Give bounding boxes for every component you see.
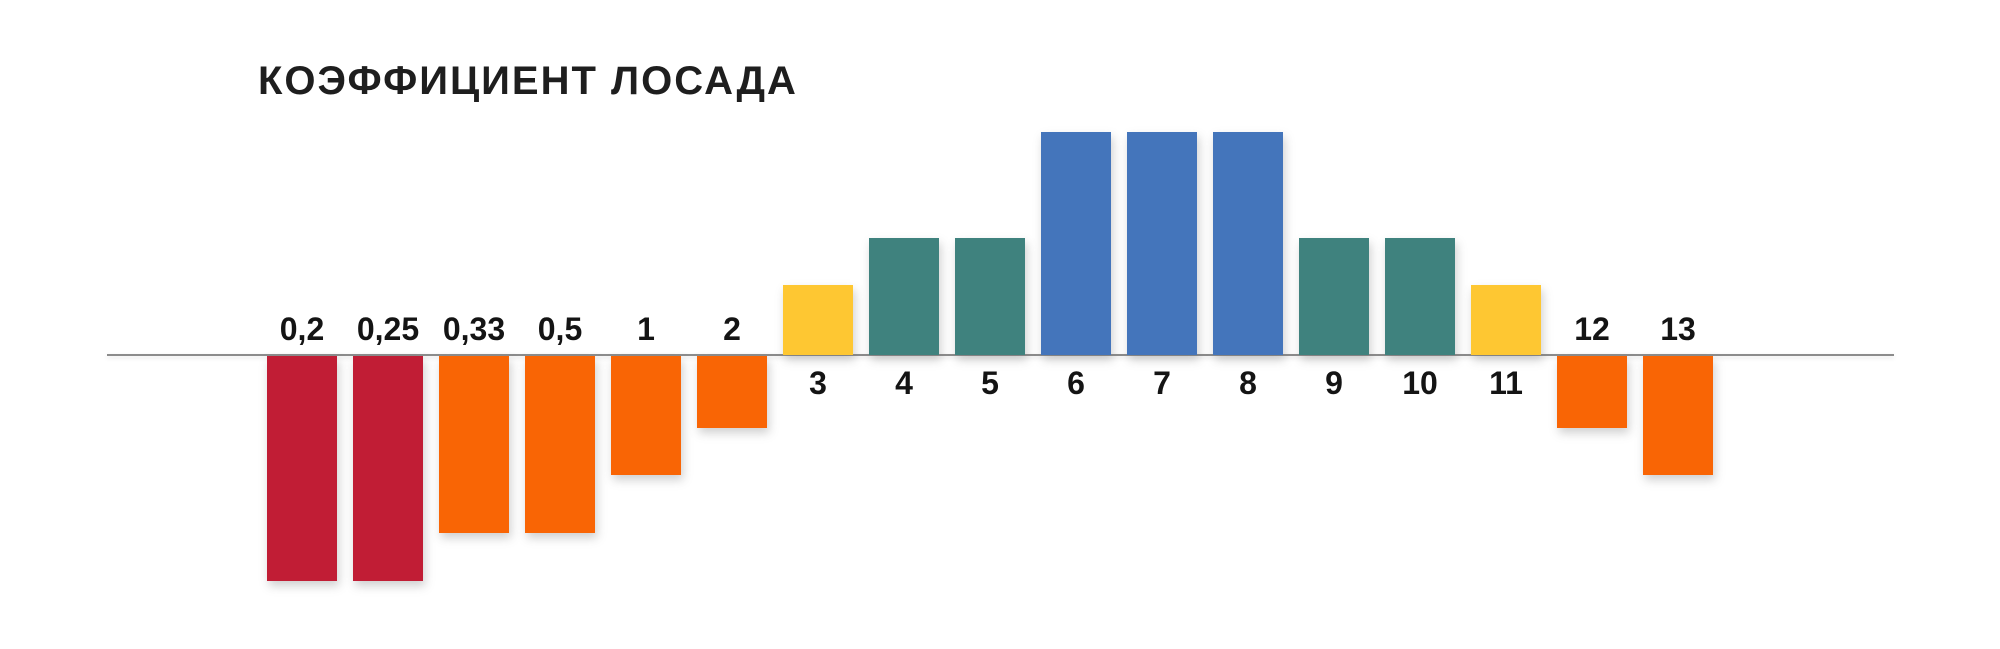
bar-3 (783, 285, 853, 355)
bar-2 (697, 356, 767, 428)
chart-title: КОЭФФИЦИЕНТ ЛОСАДА (258, 59, 798, 103)
bar-label-12: 12 (1574, 311, 1610, 347)
bar-label-8: 8 (1239, 365, 1257, 401)
bar-label-10: 10 (1402, 365, 1438, 401)
bar-10 (1385, 238, 1455, 355)
bar-11 (1471, 285, 1541, 355)
bar-label-11: 11 (1489, 365, 1523, 401)
bar-label-6: 6 (1067, 365, 1085, 401)
bar-label-0,2: 0,2 (279, 311, 325, 347)
bar-label-0,5: 0,5 (537, 311, 583, 347)
bar-13 (1643, 356, 1713, 475)
bar-6 (1041, 132, 1111, 355)
bar-label-7: 7 (1153, 365, 1171, 401)
bar-label-4: 4 (895, 365, 913, 401)
bar-5 (955, 238, 1025, 355)
bar-0,33 (439, 356, 509, 533)
bar-0,2 (267, 356, 337, 581)
axis-baseline (107, 354, 1894, 356)
bar-label-1: 1 (637, 311, 655, 347)
bar-7 (1127, 132, 1197, 355)
bar-12 (1557, 356, 1627, 428)
bar-9 (1299, 238, 1369, 355)
bar-1 (611, 356, 681, 475)
bar-label-0,33: 0,33 (442, 311, 506, 347)
bar-label-0,25: 0,25 (356, 311, 420, 347)
bar-label-2: 2 (723, 311, 741, 347)
bar-label-3: 3 (809, 365, 827, 401)
bar-0,5 (525, 356, 595, 533)
bar-label-5: 5 (981, 365, 999, 401)
bar-8 (1213, 132, 1283, 355)
bar-0,25 (353, 356, 423, 581)
bar-4 (869, 238, 939, 355)
bar-label-9: 9 (1325, 365, 1343, 401)
bar-label-13: 13 (1660, 311, 1696, 347)
